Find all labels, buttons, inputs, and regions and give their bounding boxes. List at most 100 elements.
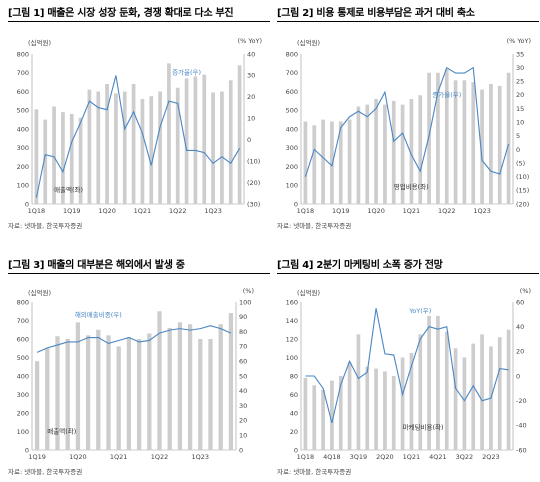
bar: [356, 106, 361, 204]
y-left-tick-label: 400: [17, 372, 29, 380]
bar: [347, 119, 352, 204]
y-left-tick-label: 0: [25, 446, 29, 454]
y-right-tick-label: 5: [516, 132, 520, 140]
bar: [391, 376, 396, 450]
bar: [140, 99, 145, 204]
y-right-tick-label: 60: [516, 298, 524, 306]
x-tick-label: 1Q21: [403, 207, 421, 215]
y-right-tick-label: 10: [239, 432, 247, 440]
chart-title: [그림 3] 매출의 대부분은 해외에서 발생 중: [8, 260, 185, 271]
chart-title: [그림 4] 2분기 마케팅비 소폭 증가 전망: [277, 260, 443, 271]
y-left-tick-label: 800: [17, 298, 29, 306]
bar: [177, 322, 183, 450]
bar: [55, 336, 60, 450]
y-right-tick-label: 0: [516, 372, 520, 380]
y-left-tick-label: 300: [17, 144, 29, 152]
y-right-tick-label: -60: [516, 446, 527, 454]
right-axis-unit: (%): [242, 287, 254, 295]
bar: [220, 91, 224, 204]
x-tick-label: 2Q20: [376, 453, 394, 461]
y-right-tick-label: 10: [516, 118, 524, 126]
bar: [330, 121, 334, 204]
bar: [497, 337, 502, 450]
bar: [330, 380, 334, 450]
chart-plot: 0 100 200 300 400 500 600 700 800 (30) (20) (10) 0 10…: [17, 50, 261, 215]
x-tick-label: 1Q22: [169, 207, 187, 215]
bar: [374, 368, 378, 450]
x-tick-label: 1Q20: [98, 207, 116, 215]
y-right-tick-label: 40: [516, 323, 524, 331]
bar: [43, 119, 48, 204]
y-left-tick-label: 200: [17, 163, 29, 171]
bar-series-label: 마케팅비용(좌): [403, 423, 444, 432]
y-right-tick-label: 0: [247, 136, 251, 144]
y-left-tick-label: 700: [286, 69, 298, 77]
bar: [52, 106, 56, 204]
x-tick-label: 1Q20: [367, 207, 385, 215]
bar: [383, 371, 387, 450]
y-right-tick-label: (20): [247, 179, 260, 187]
bar: [418, 334, 423, 450]
bar: [506, 329, 511, 450]
series-line: [35, 75, 241, 198]
y-right-tick-label: 20: [247, 93, 255, 101]
line-series-label: 해외매출비중(우): [75, 310, 122, 319]
bar: [338, 121, 343, 204]
left-axis-unit: (십억원): [28, 289, 52, 297]
y-right-tick-label: 40: [239, 387, 247, 395]
y-left-tick-label: 700: [17, 69, 29, 77]
bar: [105, 84, 109, 204]
chart-panel-4: [그림 4] 2분기 마케팅비 소폭 증가 전망 (십억원) (%) 0 20 40…: [277, 256, 539, 478]
bar: [122, 91, 127, 204]
bar: [497, 85, 502, 204]
y-right-tick-label: (10): [516, 173, 529, 181]
x-tick-label: 1Q19: [28, 453, 46, 461]
chart-panel-1: [그림 1] 매출은 시장 성장 둔화, 경쟁 확대로 다소 부진 (십억원) …: [8, 4, 270, 236]
y-right-tick-label: 50: [239, 372, 247, 380]
y-left-tick-label: 60: [290, 391, 298, 399]
y-right-tick-label: 40: [247, 50, 255, 58]
y-right-tick-label: (5): [516, 159, 525, 167]
bar: [85, 335, 91, 450]
bar: [149, 96, 154, 204]
chart-plot: 0 20 40 60 80 100 120 140 160 -60 -40 -20 0 20 40 60 1Q1…: [286, 298, 527, 461]
bar: [462, 357, 467, 450]
chart-panel-3: [그림 3] 매출의 대부분은 해외에서 발생 중 (십억원) (%) 0 10 0…: [8, 256, 270, 478]
bar: [175, 87, 180, 204]
bar: [87, 89, 92, 204]
chart-title: [그림 1] 매출은 시장 성장 둔화, 경쟁 확대로 다소 부진: [8, 8, 234, 19]
y-left-tick-label: 80: [290, 372, 298, 380]
bar: [184, 78, 189, 204]
series-line: [36, 325, 232, 353]
y-left-tick-label: 300: [286, 144, 298, 152]
y-right-tick-label: 0: [239, 446, 243, 454]
y-left-tick-label: 600: [17, 335, 29, 343]
y-left-tick-label: 500: [286, 107, 298, 115]
x-tick-label: 1Q23: [473, 207, 491, 215]
y-right-tick-label: 0: [516, 146, 520, 154]
y-left-tick-label: 400: [286, 125, 298, 133]
x-tick-label: 3Q22: [456, 453, 474, 461]
bar: [96, 329, 101, 450]
x-tick-label: 1Q22: [151, 453, 169, 461]
bar: [131, 84, 136, 204]
bar: [116, 346, 121, 450]
bar: [400, 104, 405, 204]
y-left-tick-label: 100: [286, 182, 298, 190]
bar: [436, 315, 440, 450]
bar: [126, 337, 132, 450]
bar: [228, 313, 234, 450]
bar: [506, 72, 511, 204]
x-tick-label: 1Q18: [297, 453, 315, 461]
bar: [409, 352, 414, 450]
line-series-label: 증가율(우): [172, 68, 201, 77]
x-tick-label: 1Q23: [192, 453, 210, 461]
bar: [303, 377, 308, 450]
y-left-tick-label: 120: [286, 335, 298, 343]
y-left-tick-label: 300: [17, 391, 29, 399]
y-left-tick-label: 20: [290, 428, 298, 436]
bar: [444, 69, 449, 204]
bar: [427, 315, 431, 450]
bar: [106, 335, 111, 450]
series-line: [304, 66, 510, 177]
